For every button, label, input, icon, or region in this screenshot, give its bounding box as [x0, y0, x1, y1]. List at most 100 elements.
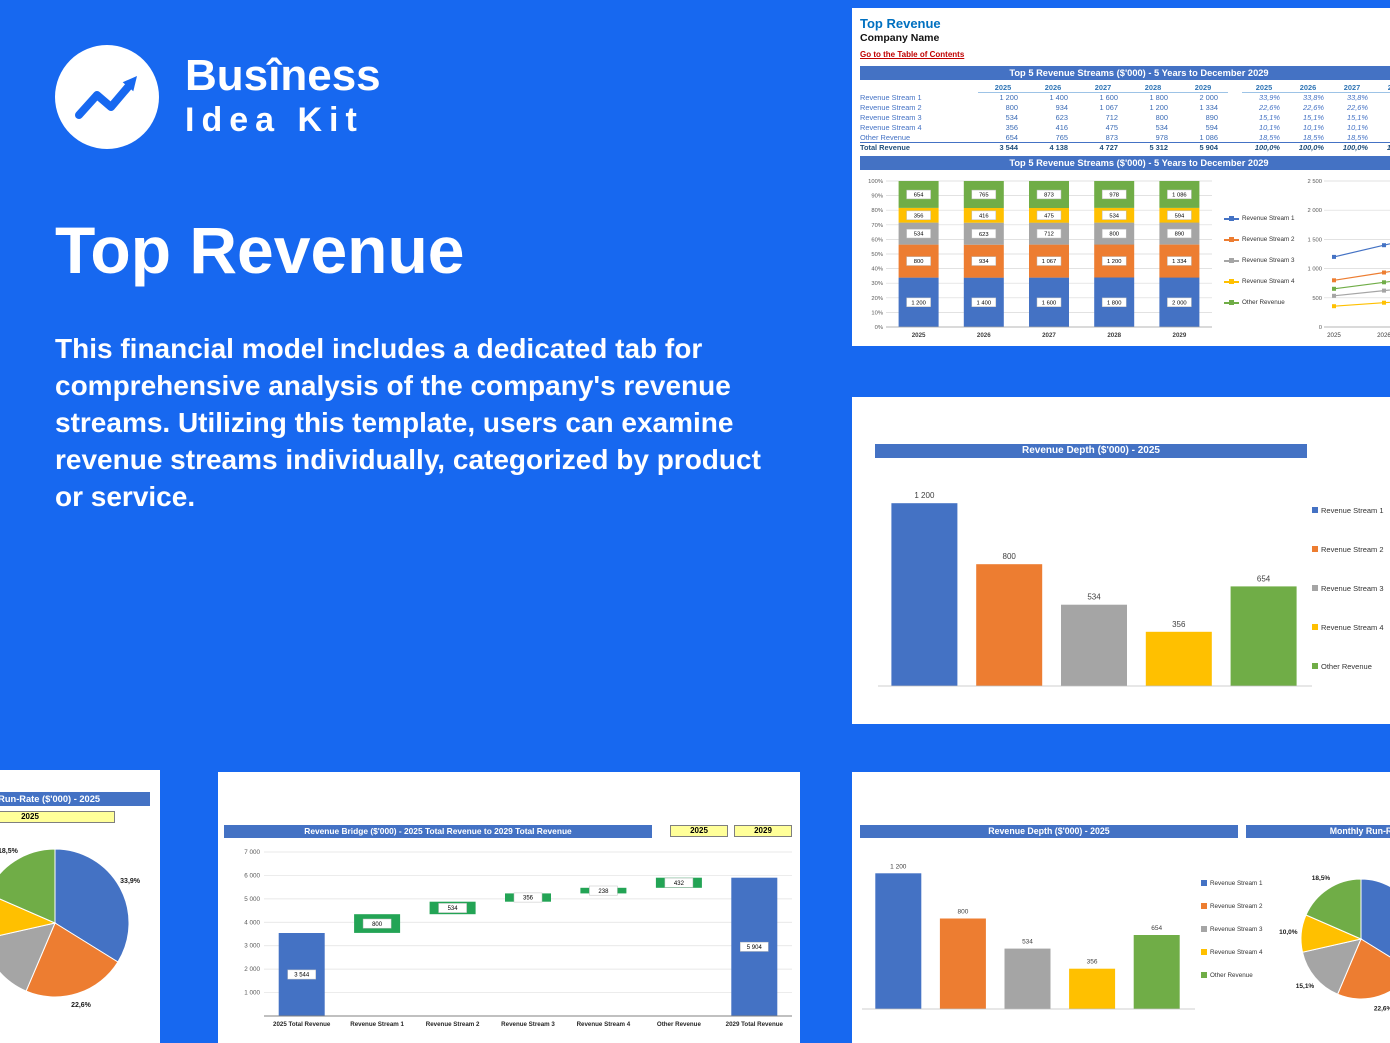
bridge-bar-label: 800	[372, 922, 383, 928]
legend-label: Revenue Stream 1	[1210, 879, 1263, 887]
table-header-row: 202520262027202820292025202620272028	[860, 82, 1390, 93]
legend-item: Revenue Stream 2	[1312, 545, 1390, 554]
segment-label: 873	[1044, 192, 1054, 198]
x-axis-label: Other Revenue	[657, 1021, 702, 1028]
table-cell: 534	[1005, 112, 1018, 122]
table-cell: 654	[1005, 132, 1018, 142]
bar-value-label: 356	[1172, 620, 1186, 629]
segment-label: 356	[914, 213, 924, 219]
pie-label: 18,5%	[1312, 875, 1331, 882]
legend-marker	[1312, 546, 1318, 552]
pie-label: 22,6%	[71, 1002, 92, 1009]
legend-item: Revenue Stream 1	[1312, 506, 1390, 515]
segment-label: 800	[1109, 231, 1119, 237]
svg-text:6 000: 6 000	[244, 872, 260, 879]
depth-small-header: Revenue Depth ($'000) - 2025	[860, 825, 1238, 838]
svg-text:0%: 0%	[875, 325, 883, 331]
run-rate-panel: Monthly Run-Rate ($'000) - 2025 2025 33,…	[0, 770, 160, 1043]
revenue-depth-small-legend: Revenue Stream 1 Revenue Stream 2 Revenue …	[1195, 844, 1277, 1014]
svg-text:60%: 60%	[871, 237, 883, 243]
year-from-selector[interactable]: 2025	[670, 825, 728, 837]
bridge-bar-label: 238	[598, 889, 609, 895]
table-pct-cell: 18,5%	[1374, 133, 1390, 142]
legend-marker	[1201, 949, 1207, 955]
bar	[875, 873, 922, 1009]
table-cell: 712	[1105, 112, 1118, 122]
table-cell: 890	[1205, 112, 1218, 122]
year-selector[interactable]: 2025	[0, 811, 115, 823]
table-cell: 3 544	[999, 142, 1019, 152]
table-pct-cell: 15,1%	[1259, 112, 1280, 122]
table-pct-cell: 22,6%	[1259, 103, 1280, 113]
table-pct-cell: 18,5%	[1347, 132, 1368, 142]
table-cell: 934	[1055, 103, 1068, 113]
x-axis-label: Revenue Stream 1	[350, 1021, 404, 1028]
revenue-depth-body: 1 200 800 534 356 654 Revenue Stream 1 Revenu…	[852, 468, 1390, 708]
bar	[891, 503, 958, 686]
revenue-depth-small-chart: 1 200 800 534 356 654	[860, 844, 1195, 1034]
table-pct-cell: 10,1%	[1303, 122, 1324, 132]
legend-item: Revenue Stream 2	[1224, 236, 1295, 243]
pie-slice	[1336, 938, 1390, 1000]
legend-item: Other Revenue	[1201, 972, 1277, 979]
year-to-selector[interactable]: 2029	[734, 825, 792, 837]
year-column-header: 2027	[1078, 83, 1128, 93]
bridge-bar-label: 3 544	[294, 973, 310, 979]
row-label: Revenue Stream 2	[860, 103, 922, 113]
legend-marker	[1224, 216, 1239, 222]
legend-item: Revenue Stream 4	[1312, 623, 1390, 632]
run-rate-pie-chart: 33,9%22,6%15,1%10,0%18,5%	[0, 831, 160, 1011]
table-cell: 800	[1155, 112, 1168, 122]
x-axis-label: 2029 Total Revenue	[726, 1021, 784, 1028]
table-pct-cell: 18,5%	[1259, 132, 1280, 142]
table-total-row: Total Revenue 3 544 4 138 4 727 5 312 5 904 10…	[860, 141, 1390, 152]
table-pct-cell: 22,6%	[1374, 103, 1390, 112]
table-cell: 5 904	[1199, 142, 1219, 152]
legend-item: Other Revenue	[1312, 662, 1390, 671]
table-cell: 1 334	[1199, 103, 1219, 113]
bar	[1069, 968, 1116, 1009]
legend-marker	[1224, 300, 1239, 306]
brand-name: Busîness Idea Kit	[185, 53, 381, 140]
table-cell: 1 086	[1199, 132, 1219, 142]
segment-label: 416	[979, 213, 989, 219]
pie-slice	[0, 848, 56, 924]
segment-label: 978	[1109, 192, 1119, 198]
legend-marker	[1312, 663, 1318, 669]
sheet-title: Top Revenue	[860, 16, 941, 31]
table-cell: 5 312	[1149, 142, 1169, 152]
segment-label: 800	[914, 259, 924, 265]
legend-label: Revenue Stream 2	[1321, 544, 1384, 554]
x-axis-label: Revenue Stream 2	[426, 1021, 480, 1028]
bar	[1004, 948, 1051, 1009]
legend-label: Revenue Stream 3	[1321, 583, 1384, 593]
legend-label: Revenue Stream 1	[1321, 505, 1384, 515]
legend-marker	[1201, 880, 1207, 886]
pie-slice	[0, 922, 56, 992]
table-cell: 4 138	[1049, 142, 1069, 152]
svg-text:0: 0	[1319, 325, 1322, 331]
segment-label: 1 600	[1042, 300, 1057, 306]
year-column-header: 2025	[978, 83, 1028, 93]
pct-year-column-header: 2028	[1374, 83, 1390, 93]
legend-item: Revenue Stream 3	[1312, 584, 1390, 593]
legend-marker	[1224, 237, 1239, 243]
bridge-bar-label: 534	[448, 906, 459, 912]
bar-value-label: 654	[1151, 925, 1162, 932]
page-description: This financial model includes a dedicate…	[55, 333, 761, 512]
legend-label: Revenue Stream 4	[1210, 948, 1263, 956]
bar	[1061, 604, 1127, 686]
table-cell: 1 067	[1099, 103, 1119, 113]
svg-text:100%: 100%	[868, 179, 883, 185]
svg-text:10%: 10%	[871, 310, 883, 316]
combo-body: 1 200 800 534 356 654 Revenue Stream 1 Revenu…	[860, 844, 1390, 1034]
table-cell: 4 727	[1099, 142, 1119, 152]
table-pct-cell: 33,8%	[1347, 93, 1368, 103]
legend-marker	[1201, 903, 1207, 909]
table-pct-cell: 15,1%	[1347, 112, 1368, 122]
legend-label: Revenue Stream 1	[1242, 215, 1295, 223]
legend-item: Revenue Stream 4	[1224, 278, 1295, 285]
revenue-depth-panel: Revenue Depth ($'000) - 2025 1 200 800 534…	[852, 397, 1390, 724]
toc-link[interactable]: Go to the Table of Contents	[860, 50, 965, 59]
